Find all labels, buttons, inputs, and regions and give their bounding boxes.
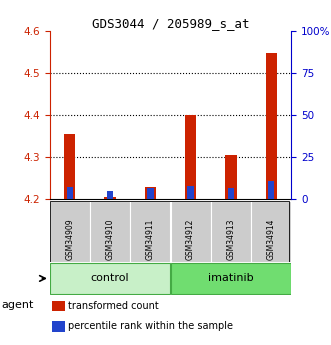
- Bar: [64, 134, 75, 199]
- Bar: [67, 187, 73, 199]
- Bar: [147, 188, 154, 199]
- Text: GSM34912: GSM34912: [186, 219, 195, 260]
- Bar: [50, 263, 170, 294]
- Bar: [228, 188, 234, 199]
- Title: GDS3044 / 205989_s_at: GDS3044 / 205989_s_at: [92, 17, 249, 30]
- Bar: [187, 186, 194, 199]
- Bar: [50, 201, 90, 262]
- Text: transformed count: transformed count: [68, 301, 159, 311]
- Bar: [52, 300, 65, 311]
- Text: GSM34910: GSM34910: [106, 218, 115, 260]
- Bar: [268, 181, 274, 199]
- Text: GSM34913: GSM34913: [226, 218, 235, 260]
- Bar: [90, 201, 130, 262]
- Text: GSM34911: GSM34911: [146, 219, 155, 260]
- Bar: [52, 321, 65, 332]
- Bar: [171, 263, 291, 294]
- Text: imatinib: imatinib: [208, 274, 254, 284]
- Text: agent: agent: [2, 300, 34, 310]
- Bar: [104, 197, 116, 199]
- Text: GSM34909: GSM34909: [65, 218, 74, 260]
- Bar: [130, 201, 170, 262]
- Bar: [185, 115, 196, 199]
- Bar: [211, 201, 251, 262]
- Bar: [107, 191, 113, 199]
- Bar: [225, 155, 237, 199]
- Text: percentile rank within the sample: percentile rank within the sample: [68, 322, 233, 332]
- Bar: [145, 187, 156, 199]
- Bar: [171, 201, 211, 262]
- Text: control: control: [91, 274, 129, 284]
- Bar: [251, 201, 291, 262]
- Bar: [265, 53, 277, 199]
- Text: GSM34914: GSM34914: [267, 218, 276, 260]
